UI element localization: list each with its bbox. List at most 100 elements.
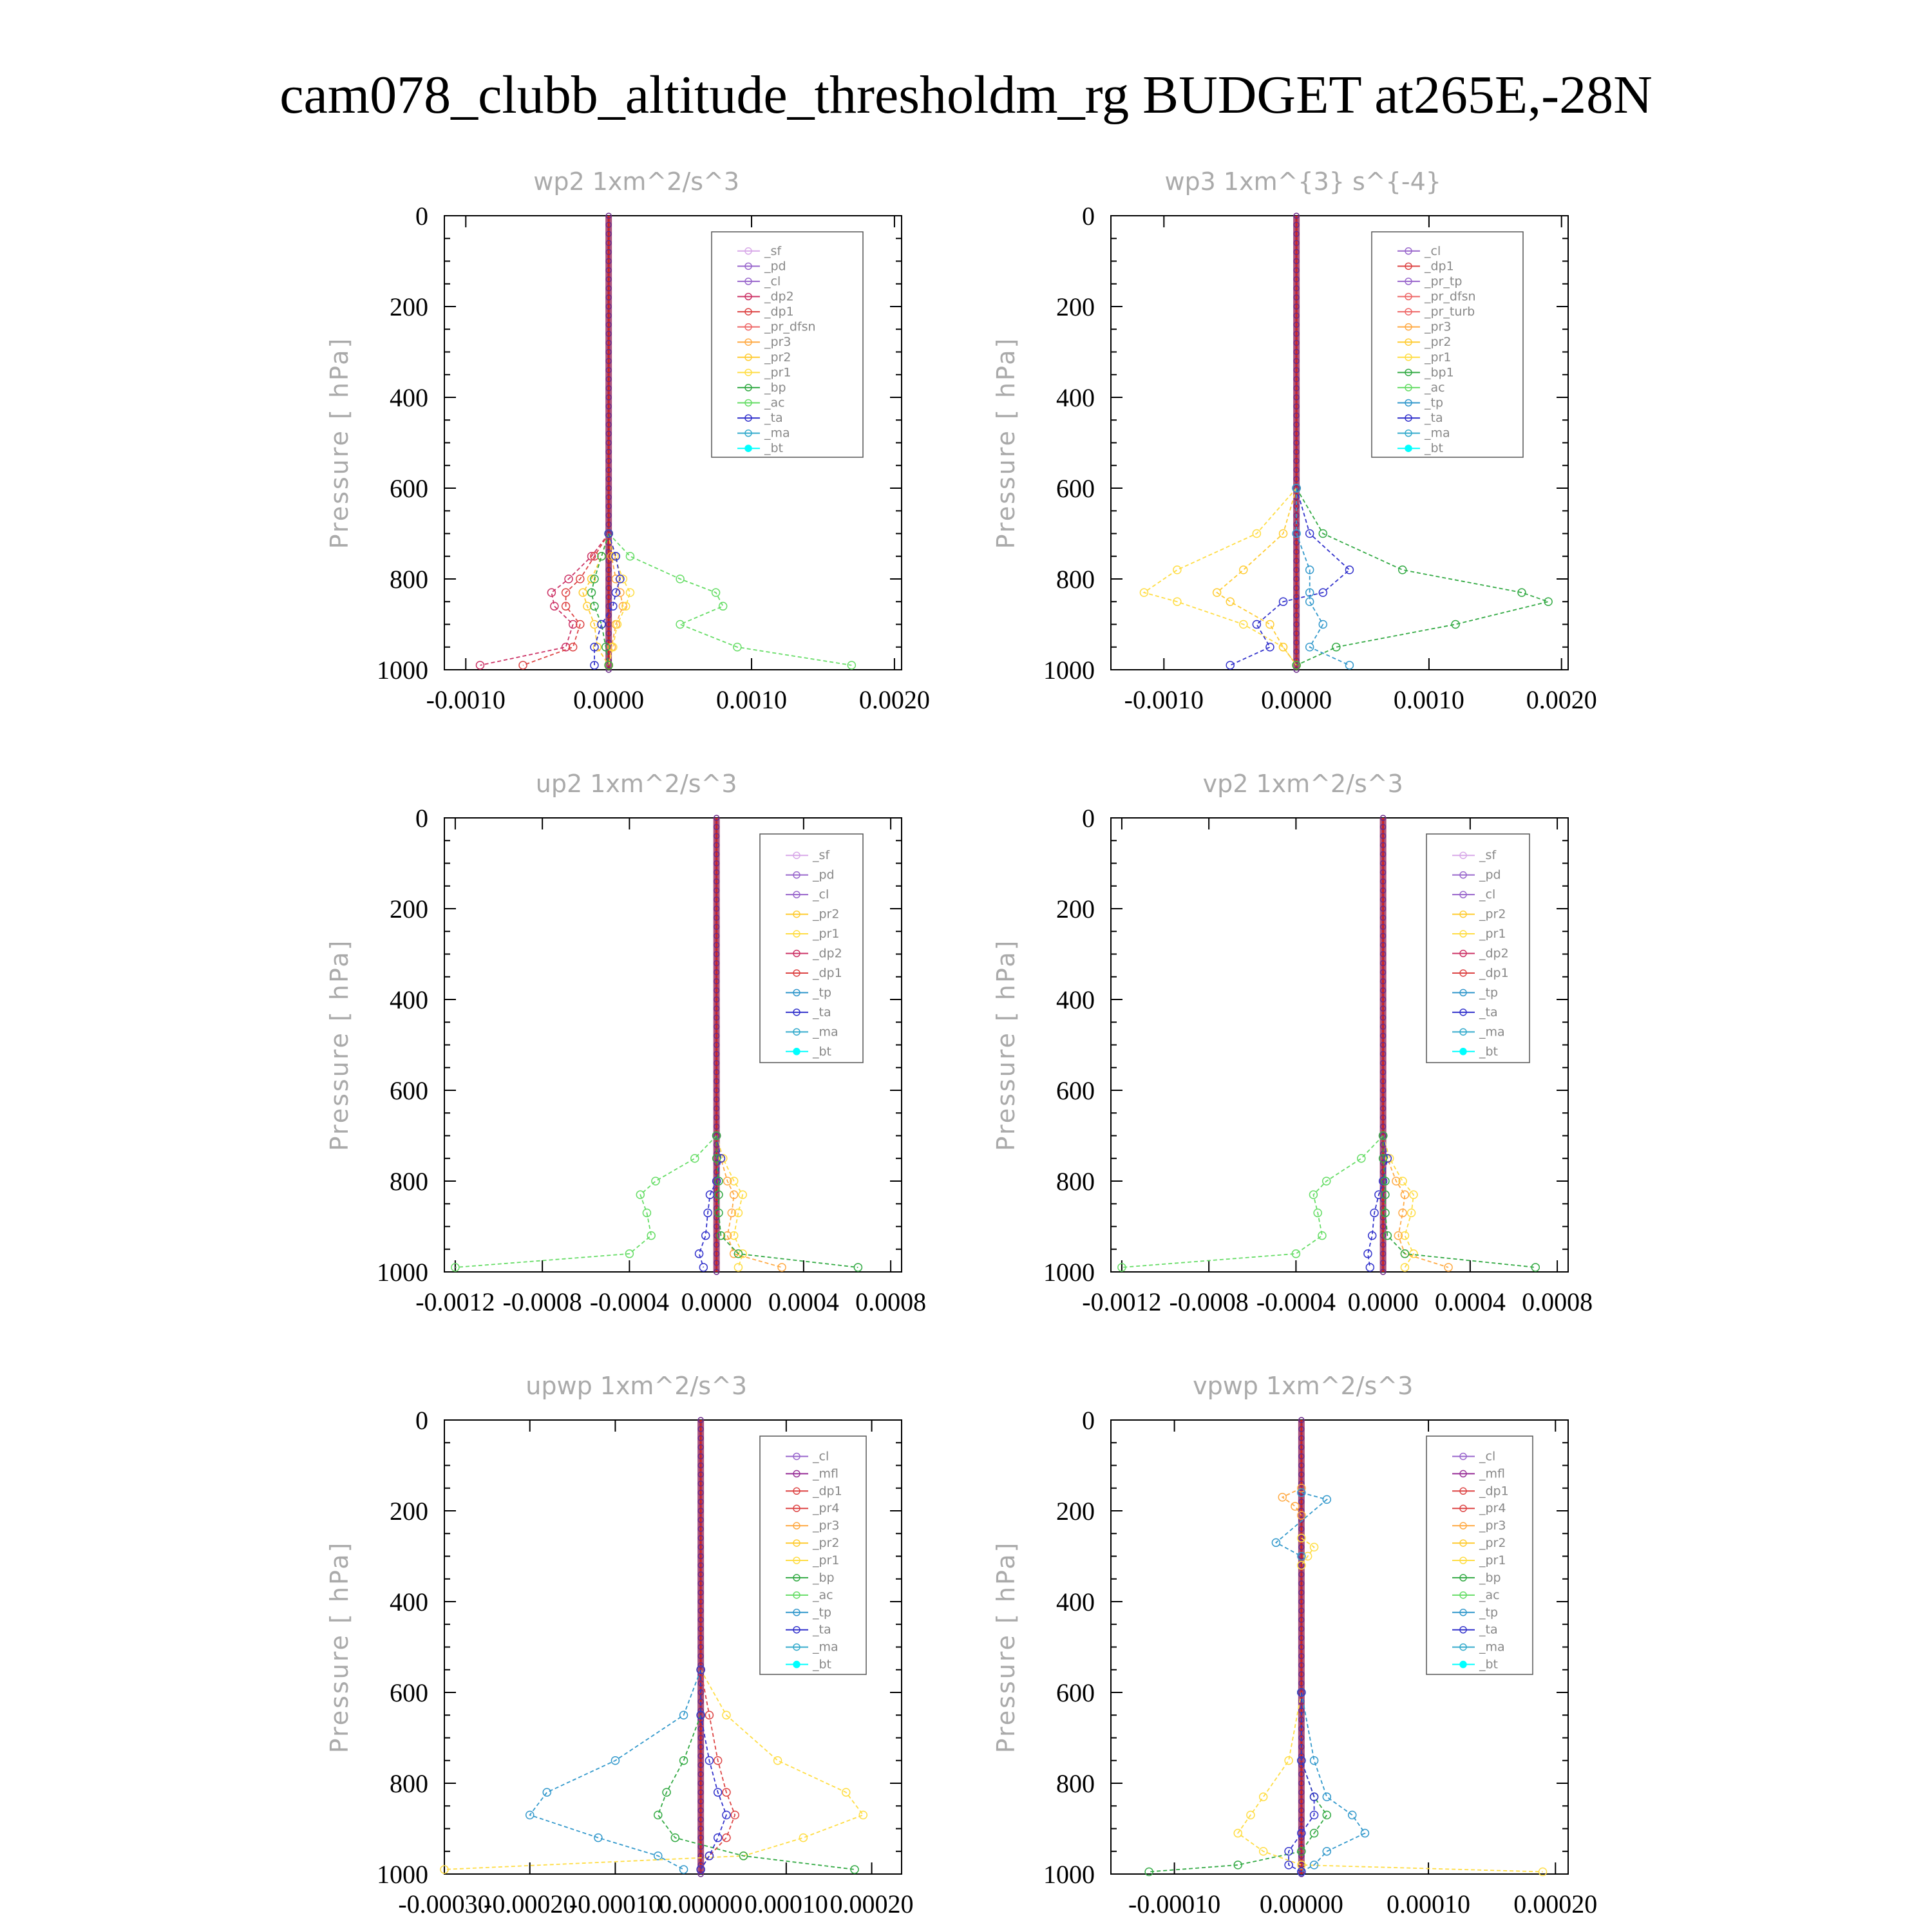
zero-marker [713,1269,720,1275]
series-point [1309,1190,1318,1199]
zero-marker [1298,1453,1305,1460]
x-tick-label: -0.0010 [426,685,506,714]
series-point [773,1756,782,1765]
zero-marker [713,824,720,830]
zero-marker [1293,348,1300,355]
legend-label: _bt [812,1045,831,1059]
zero-marker [605,348,612,355]
legend-label: _tp [812,985,831,999]
series-point [1297,1488,1306,1497]
series-point [1367,1231,1377,1240]
series-point [733,643,742,652]
legend-marker [793,1452,800,1461]
series-point [1381,1177,1390,1186]
series-point [654,1810,663,1820]
zero-marker [605,249,612,256]
zero-marker [1298,1634,1305,1642]
series-line [1236,1692,1543,1873]
legend-marker [1405,414,1412,422]
series-point [1258,1847,1268,1856]
zero-marker [605,339,612,346]
zero-marker [697,1462,704,1469]
series-point [1233,1861,1242,1870]
legend-label: _dp2 [1479,947,1509,961]
series-point [1383,1231,1392,1240]
legend-label: _ta [1424,411,1443,425]
zero-marker [1293,603,1300,610]
zero-marker [1379,1014,1387,1021]
zero-marker [1293,467,1300,473]
y-tick-label: 400 [1056,985,1095,1014]
series-line [1382,1135,1449,1268]
legend-marker [1405,354,1412,361]
zero-marker [697,1616,704,1623]
zero-marker [605,494,612,500]
series-point [696,1710,705,1719]
series-point [1297,1861,1306,1870]
legend-marker [744,354,752,361]
zero-marker [1379,923,1387,930]
legend-label: _cl [1479,887,1495,902]
zero-marker [1298,1780,1305,1786]
zero-marker [1293,548,1300,555]
legend-label: _bp [1479,1571,1501,1585]
series-point [590,661,599,670]
series-point [1318,620,1328,629]
series-point [850,1865,859,1874]
zero-marker [1379,869,1387,876]
zero-marker [697,1634,704,1642]
series-point [578,588,587,597]
x-tick-label: -0.00010 [1128,1889,1220,1918]
series-point [568,620,578,629]
series-point [1239,565,1248,574]
legend-marker [744,384,752,392]
legend-label: _dp1 [764,305,794,319]
y-tick-label: 800 [1056,1769,1095,1798]
zero-marker [605,330,612,337]
zero-marker [1379,1223,1387,1230]
legend-marker [1459,1487,1467,1495]
series-point [1313,1208,1322,1218]
zero-marker [1293,512,1300,519]
legend-marker [744,399,752,407]
zero-marker [1293,276,1300,283]
legend-label: _pr2 [812,1536,839,1550]
zero-marker [1379,842,1387,849]
series-point [705,1756,714,1765]
legend-marker [1459,851,1467,859]
y-tick-label: 200 [390,1497,428,1526]
zero-marker [697,1526,704,1532]
series-point [1400,1231,1410,1240]
series-point [712,1131,721,1141]
legend-marker [744,338,752,346]
series-point [616,574,625,583]
legend-marker [744,278,752,285]
zero-marker [713,978,720,985]
zero-marker [1379,905,1387,912]
zero-marker [697,1653,704,1660]
series-point [618,601,628,611]
series-point [734,1263,743,1272]
zero-marker [1379,1023,1387,1030]
zero-marker [1379,1069,1387,1075]
zero-marker [1379,1059,1387,1066]
zero-marker [605,512,612,519]
zero-marker [697,1426,704,1432]
zero-marker [1379,1251,1387,1257]
series-point [576,574,585,583]
zero-marker [713,1223,720,1230]
series-point [1297,1847,1306,1856]
zero-marker [1379,1269,1387,1275]
series-line [1301,1537,1315,1566]
series-point [625,1249,634,1258]
zero-marker [1298,1716,1305,1723]
zero-marker [713,1251,720,1257]
zero-marker [1298,1499,1305,1505]
legend-label: _pr2 [1479,907,1506,922]
x-tick-label: 0.0010 [716,685,787,714]
series-point [705,1710,714,1719]
series-point [475,661,485,670]
zero-marker [697,1508,704,1514]
series-point [1278,1493,1287,1502]
y-tick-label: 0 [1082,1406,1095,1435]
